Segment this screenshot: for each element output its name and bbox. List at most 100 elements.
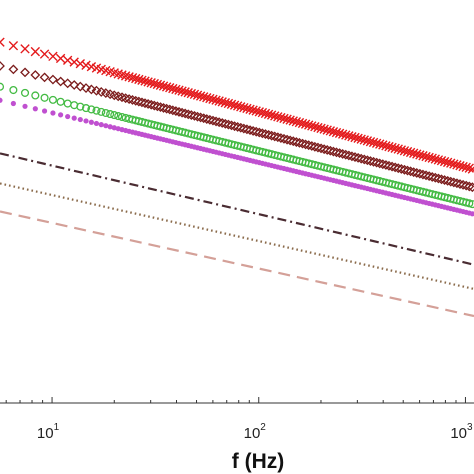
series-marker: [236, 102, 246, 112]
series-marker: [439, 175, 450, 185]
series-5: [0, 152, 474, 266]
series-2: [0, 61, 474, 193]
series-marker: [161, 103, 172, 114]
series-marker: [131, 73, 141, 84]
series-marker: [39, 49, 50, 59]
series-marker: [192, 111, 203, 122]
series-marker: [387, 161, 397, 172]
series-marker: [458, 161, 468, 172]
x-axis-title: f (Hz): [232, 450, 284, 473]
series-marker: [232, 101, 243, 111]
series-marker: [365, 156, 376, 166]
series-marker: [316, 123, 326, 134]
series-marker: [8, 64, 19, 75]
series-marker: [353, 133, 363, 144]
series-marker: [130, 95, 141, 106]
series-marker: [242, 103, 252, 114]
series-marker: [328, 146, 339, 157]
series-marker: [279, 113, 289, 124]
series-marker: [189, 89, 200, 100]
series-marker: [421, 170, 431, 181]
series-marker: [313, 142, 323, 153]
series-marker: [62, 55, 73, 66]
series-marker: [430, 154, 441, 164]
series-marker: [257, 107, 268, 118]
series-marker: [143, 99, 154, 109]
series-marker: [214, 117, 225, 128]
series-marker: [254, 107, 264, 117]
series-marker: [427, 153, 437, 163]
series-marker: [211, 116, 221, 127]
series-marker: [393, 163, 404, 174]
series-marker: [294, 117, 305, 128]
series-marker: [65, 113, 71, 120]
series-marker: [50, 110, 56, 116]
series-marker: [180, 87, 190, 97]
series-marker: [378, 140, 388, 150]
series-marker: [93, 120, 100, 127]
series-marker: [365, 136, 376, 147]
series-line: [0, 210, 474, 318]
series-marker: [350, 132, 360, 143]
series-marker: [30, 46, 41, 57]
series-marker: [235, 122, 246, 133]
series-marker: [226, 120, 237, 131]
series-marker: [257, 128, 268, 139]
series-marker: [402, 165, 413, 176]
series-marker: [418, 151, 428, 161]
series-marker: [177, 86, 187, 96]
series-marker: [396, 164, 407, 174]
series-marker: [455, 161, 465, 171]
series-marker: [331, 127, 342, 138]
series-marker: [439, 156, 450, 167]
series-marker: [146, 99, 157, 110]
series-marker: [334, 128, 345, 139]
series-marker: [220, 118, 231, 129]
series-marker: [263, 109, 274, 119]
series-marker: [117, 70, 127, 80]
series-marker: [288, 136, 299, 147]
series-marker: [30, 70, 41, 80]
series-marker: [449, 159, 459, 169]
series-marker: [251, 106, 261, 116]
series-1: [0, 37, 474, 174]
series-marker: [111, 125, 117, 131]
series-marker: [384, 141, 394, 152]
series-marker: [272, 132, 283, 143]
series-marker: [368, 137, 379, 148]
series-marker: [226, 99, 237, 110]
series-marker: [149, 100, 160, 111]
series-marker: [155, 80, 166, 90]
series-marker: [39, 72, 50, 83]
series-marker: [62, 78, 73, 89]
series-marker: [211, 95, 221, 105]
series-marker: [81, 83, 91, 93]
series-marker: [418, 169, 428, 180]
series-marker: [396, 145, 407, 155]
series-marker: [316, 143, 326, 154]
series-marker: [313, 122, 323, 133]
series-marker: [248, 126, 259, 136]
series-marker: [433, 155, 444, 165]
series-marker: [468, 200, 474, 209]
series-marker: [300, 119, 311, 129]
series-marker: [110, 111, 119, 120]
series-marker: [75, 59, 86, 69]
series-marker: [424, 171, 435, 182]
series-marker: [98, 122, 104, 128]
series-marker: [469, 211, 474, 217]
series-marker: [120, 71, 131, 81]
series-marker: [414, 168, 425, 179]
series-marker: [20, 67, 30, 78]
series-marker: [103, 123, 109, 129]
series-marker: [359, 154, 370, 165]
series-marker: [331, 147, 342, 158]
series-marker: [177, 107, 188, 118]
series-marker: [430, 172, 441, 183]
series-marker: [446, 158, 456, 168]
series-marker: [353, 152, 364, 163]
series-marker: [71, 115, 77, 121]
series-marker: [362, 155, 373, 166]
x-tick-label: 101: [37, 422, 60, 442]
series-marker: [442, 175, 453, 186]
